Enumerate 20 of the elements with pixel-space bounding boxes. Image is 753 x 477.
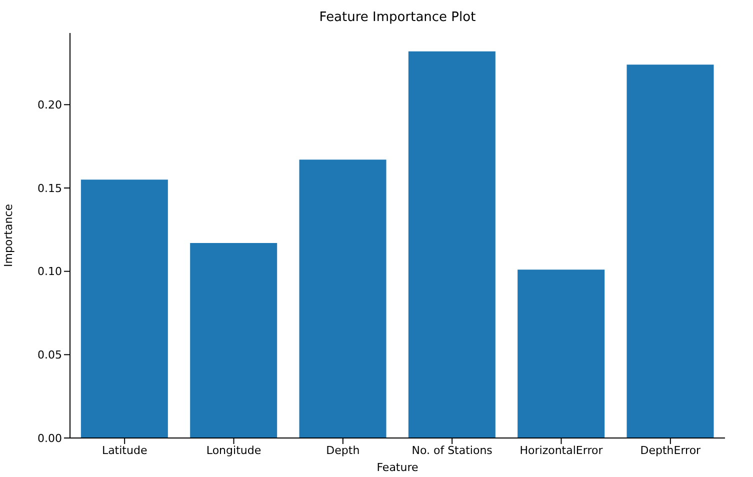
y-tick-label: 0.05	[38, 348, 62, 362]
x-tick-label: HorizontalError	[520, 444, 604, 457]
bar	[190, 243, 278, 438]
bar	[518, 270, 605, 438]
y-axis-title: Importance	[2, 204, 15, 268]
bar	[626, 64, 714, 438]
y-tick-label: 0.10	[38, 265, 62, 278]
x-axis-title: Feature	[376, 461, 419, 474]
bar	[408, 51, 496, 438]
x-tick-label: Longitude	[206, 444, 262, 457]
y-tick-label: 0.20	[38, 98, 62, 112]
y-tick-label: 0.00	[38, 432, 62, 445]
x-tick-label: Latitude	[102, 444, 148, 457]
x-tick-label: DepthError	[640, 444, 702, 457]
bar	[80, 180, 168, 438]
x-tick-label: Depth	[326, 444, 360, 457]
y-tick-label: 0.15	[38, 182, 62, 195]
chart-title: Feature Importance Plot	[318, 10, 477, 25]
bar	[299, 160, 386, 438]
x-tick-label: No. of Stations	[412, 444, 493, 457]
